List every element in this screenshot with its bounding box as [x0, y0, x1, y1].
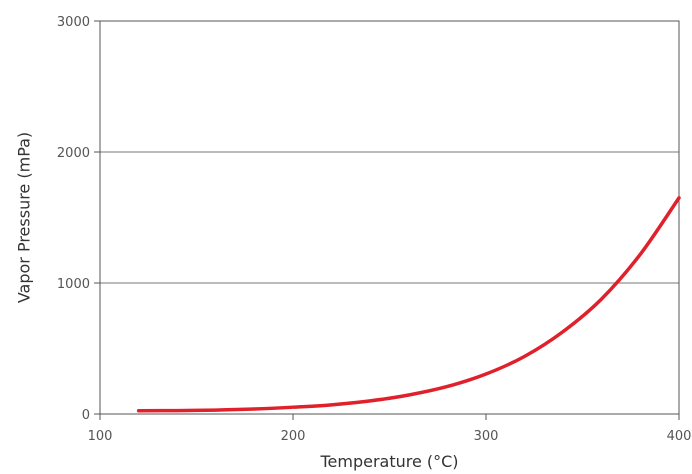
y-tick-label: 1000 [57, 277, 90, 292]
y-tick-label: 2000 [57, 146, 90, 161]
x-axis-title: Temperature (°C) [319, 452, 458, 471]
y-tick-label: 3000 [57, 15, 90, 30]
series-line-0 [136, 196, 681, 413]
x-tick-label: 200 [281, 429, 306, 444]
x-tick-label: 300 [474, 429, 499, 444]
y-axis-ticks: 0 1000 2000 3000 [57, 15, 100, 423]
x-tick-label: 100 [88, 429, 113, 444]
y-axis-title: Vapor Pressure (mPa) [15, 132, 34, 303]
y-tick-label: 0 [82, 408, 90, 423]
grid-lines [100, 151, 679, 284]
x-tick-label: 400 [667, 429, 692, 444]
x-axis-ticks: 100 200 300 400 [88, 414, 692, 444]
series-layer [136, 196, 681, 413]
plot-area-frame [99, 20, 680, 415]
